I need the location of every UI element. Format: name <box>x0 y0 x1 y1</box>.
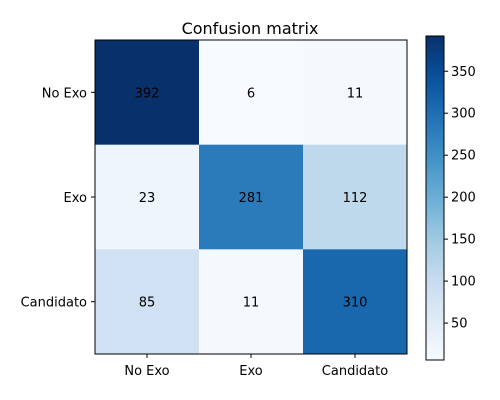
y-tick-label: Exo <box>64 191 88 206</box>
heatmap-cells: 392 6 11 23 281 112 85 11 310 <box>95 40 408 355</box>
cell-value-label: 6 <box>247 86 255 101</box>
heatmap-cell <box>199 249 304 355</box>
colorbar-tick-label: 250 <box>451 149 476 164</box>
cell-value-label: 23 <box>139 191 156 206</box>
y-tick-label: Candidato <box>21 296 87 311</box>
colorbar: 50 100 150 200 250 300 350 <box>425 35 476 361</box>
heatmap-cell <box>303 144 408 250</box>
cell-value-label: 392 <box>135 86 160 101</box>
colorbar-tick-label: 350 <box>451 65 476 80</box>
colorbar-tick-label: 300 <box>451 107 476 122</box>
axis-ticks: No Exo Exo Candidato No Exo Exo Candidato <box>21 86 389 379</box>
x-tick-label: Exo <box>239 364 263 379</box>
heatmap-cell <box>303 249 408 355</box>
cell-value-label: 11 <box>243 296 260 311</box>
colorbar-tick-label: 150 <box>451 233 476 248</box>
heatmap-cell <box>95 249 200 355</box>
heatmap-cell <box>303 40 408 146</box>
cell-value-label: 281 <box>239 191 264 206</box>
heatmap-cell <box>199 40 304 146</box>
x-tick-label: No Exo <box>124 364 169 379</box>
heatmap-cell <box>199 144 304 250</box>
colorbar-tick-label: 200 <box>451 191 476 206</box>
colorbar-tick-label: 100 <box>451 275 476 290</box>
heatmap-cell <box>95 144 200 250</box>
colorbar-fill <box>426 36 444 360</box>
heatmap-cell <box>95 40 200 146</box>
cell-value-label: 112 <box>343 191 368 206</box>
cell-value-label: 85 <box>139 296 156 311</box>
chart-title: Confusion matrix <box>182 19 319 38</box>
colorbar-frame <box>425 35 445 361</box>
colorbar-tick-label: 50 <box>451 317 468 332</box>
x-tick-label: Candidato <box>322 364 388 379</box>
cell-value-label: 11 <box>347 86 364 101</box>
y-tick-label: No Exo <box>42 86 87 101</box>
cell-value-label: 310 <box>343 296 368 311</box>
